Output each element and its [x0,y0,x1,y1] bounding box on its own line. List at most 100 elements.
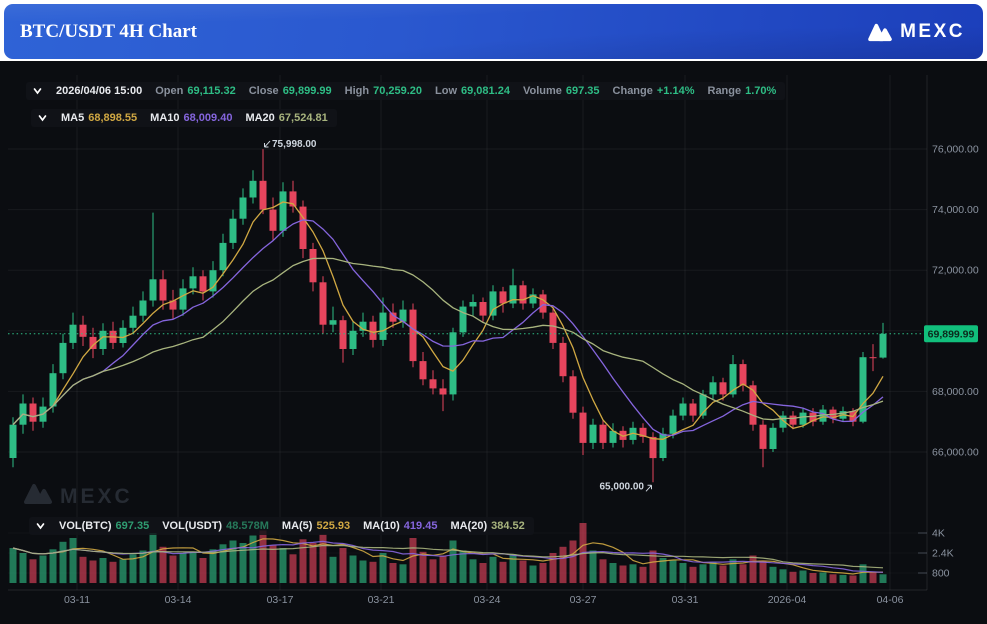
candle-body [199,276,207,292]
volume-bar [79,556,87,584]
candle-body [489,291,497,316]
candle-body [469,302,477,307]
volume-bar [859,564,867,584]
candle-body [549,312,557,343]
legend-label: Low [435,85,458,97]
volume-bar [709,561,717,584]
candle-body [609,430,617,443]
volume-bar [199,558,207,583]
volume-ma5-line [12,538,883,575]
collapse-ma-icon[interactable] [37,113,48,123]
legend-value: 697.35 [115,520,150,532]
legend-value: 69,115.32 [187,85,236,97]
candle-body [359,321,367,331]
legend-value: 68,898.55 [88,112,138,124]
volume-fields: VOL(BTC) 697.35 VOL(USDT) 48.578M MA(5) 525.9… [59,520,525,532]
candle-body [349,330,357,349]
volume-bar [19,553,27,583]
candlestick-chart-canvas[interactable]: MEXC 69,899.99 76,000.00 74,000.00 72,000.00… [0,61,987,624]
volume-bar [869,571,877,584]
candle-body [479,302,487,316]
legend-item: MA(5) 525.93 [282,520,350,532]
watermark: MEXC [24,484,133,508]
price-axis-label: 76,000.00 [932,144,979,156]
volume-axis-label: 800 [932,568,950,580]
legend-item: High 70,259.20 [345,85,422,97]
candle-body [99,330,107,349]
legend-label: MA10 [150,112,180,124]
volume-axis-label: 2.4K [932,548,954,560]
volume-bar [599,559,607,584]
time-axis-label: 04-06 [877,594,904,606]
legend-label: MA(20) [450,520,488,532]
candle-body [709,382,717,395]
candle-body [669,415,677,434]
volume-bar [439,555,447,583]
candle-body [139,300,147,316]
candle-body [699,394,707,416]
volume-bar [639,566,647,584]
volume-bar [759,560,767,583]
collapse-volume-icon[interactable] [35,521,46,531]
high-annotation: 75,998.00 [272,139,317,150]
volume-bar [789,571,797,584]
candle-body [569,376,577,413]
candle-body [279,191,287,231]
volume-bar [849,575,857,583]
volume-bar [99,558,107,583]
last-price-label: 69,899.99 [928,329,975,341]
volume-bar [519,560,527,583]
candle-body [809,412,817,422]
legend-value: 419.45 [403,520,438,532]
candle-body [819,409,827,422]
candle-body [369,321,377,340]
candle-body [429,379,437,389]
ma-bar: MA5 68,898.55 MA10 68,009.40 MA20 67,524.81 [31,109,337,127]
candle-body [449,332,457,395]
volume-bar [359,560,367,583]
candle-body [689,403,697,416]
candle-body [769,427,777,449]
volume-bar [719,565,727,583]
volume-bar [149,533,157,583]
candle-body [559,342,567,377]
volume-bar [429,559,437,584]
price-axis[interactable]: 76,000.00 74,000.00 72,000.00 68,000.00 66,0… [932,144,979,580]
legend-value: +1.14% [656,85,695,97]
candle-body [209,270,217,292]
volume-bar [529,565,537,583]
price-ma5-line [12,201,884,440]
candle-body [419,361,427,380]
volume-bar [829,574,837,584]
volume-bar [799,570,807,583]
candle-body [399,309,407,322]
candle-timestamp: 2026/04/06 15:00 [56,85,143,97]
collapse-ohlc-icon[interactable] [32,86,43,96]
volume-bars-layer [9,523,887,584]
candle-body [799,412,807,425]
volume-bar [419,551,427,584]
ma-fields: MA5 68,898.55 MA10 68,009.40 MA20 67,524.81 [61,112,328,124]
ohlc-bar: 2026/04/06 15:00 Open 69,115.32 Close 69,89… [26,82,786,100]
legend-value: 384.52 [491,520,525,532]
legend-value: 67,524.81 [278,112,328,124]
brand-logo[interactable]: MEXC [867,21,965,43]
time-axis[interactable]: 03-11 03-14 03-17 03-21 03-24 03-27 03-31 2026-… [64,594,904,606]
candle-body [169,300,177,310]
candle-body [119,327,127,343]
legend-label: Close [248,85,279,97]
legend-label: MA5 [61,112,85,124]
legend-item: MA20 67,524.81 [245,112,327,124]
time-axis-label: 03-27 [570,594,597,606]
candle-body [89,336,97,349]
candle-body [289,191,297,207]
volume-bar [129,554,137,584]
legend-value: 68,009.40 [183,112,233,124]
volume-bar [349,555,357,583]
candle-body [319,282,327,325]
legend-label: MA(10) [363,520,400,532]
ohlc-fields: Open 69,115.32 Close 69,899.99 High 70,259.20… [155,85,776,97]
volume-bar [389,563,397,583]
svg-text:MEXC: MEXC [60,485,133,508]
candle-body [299,206,307,249]
